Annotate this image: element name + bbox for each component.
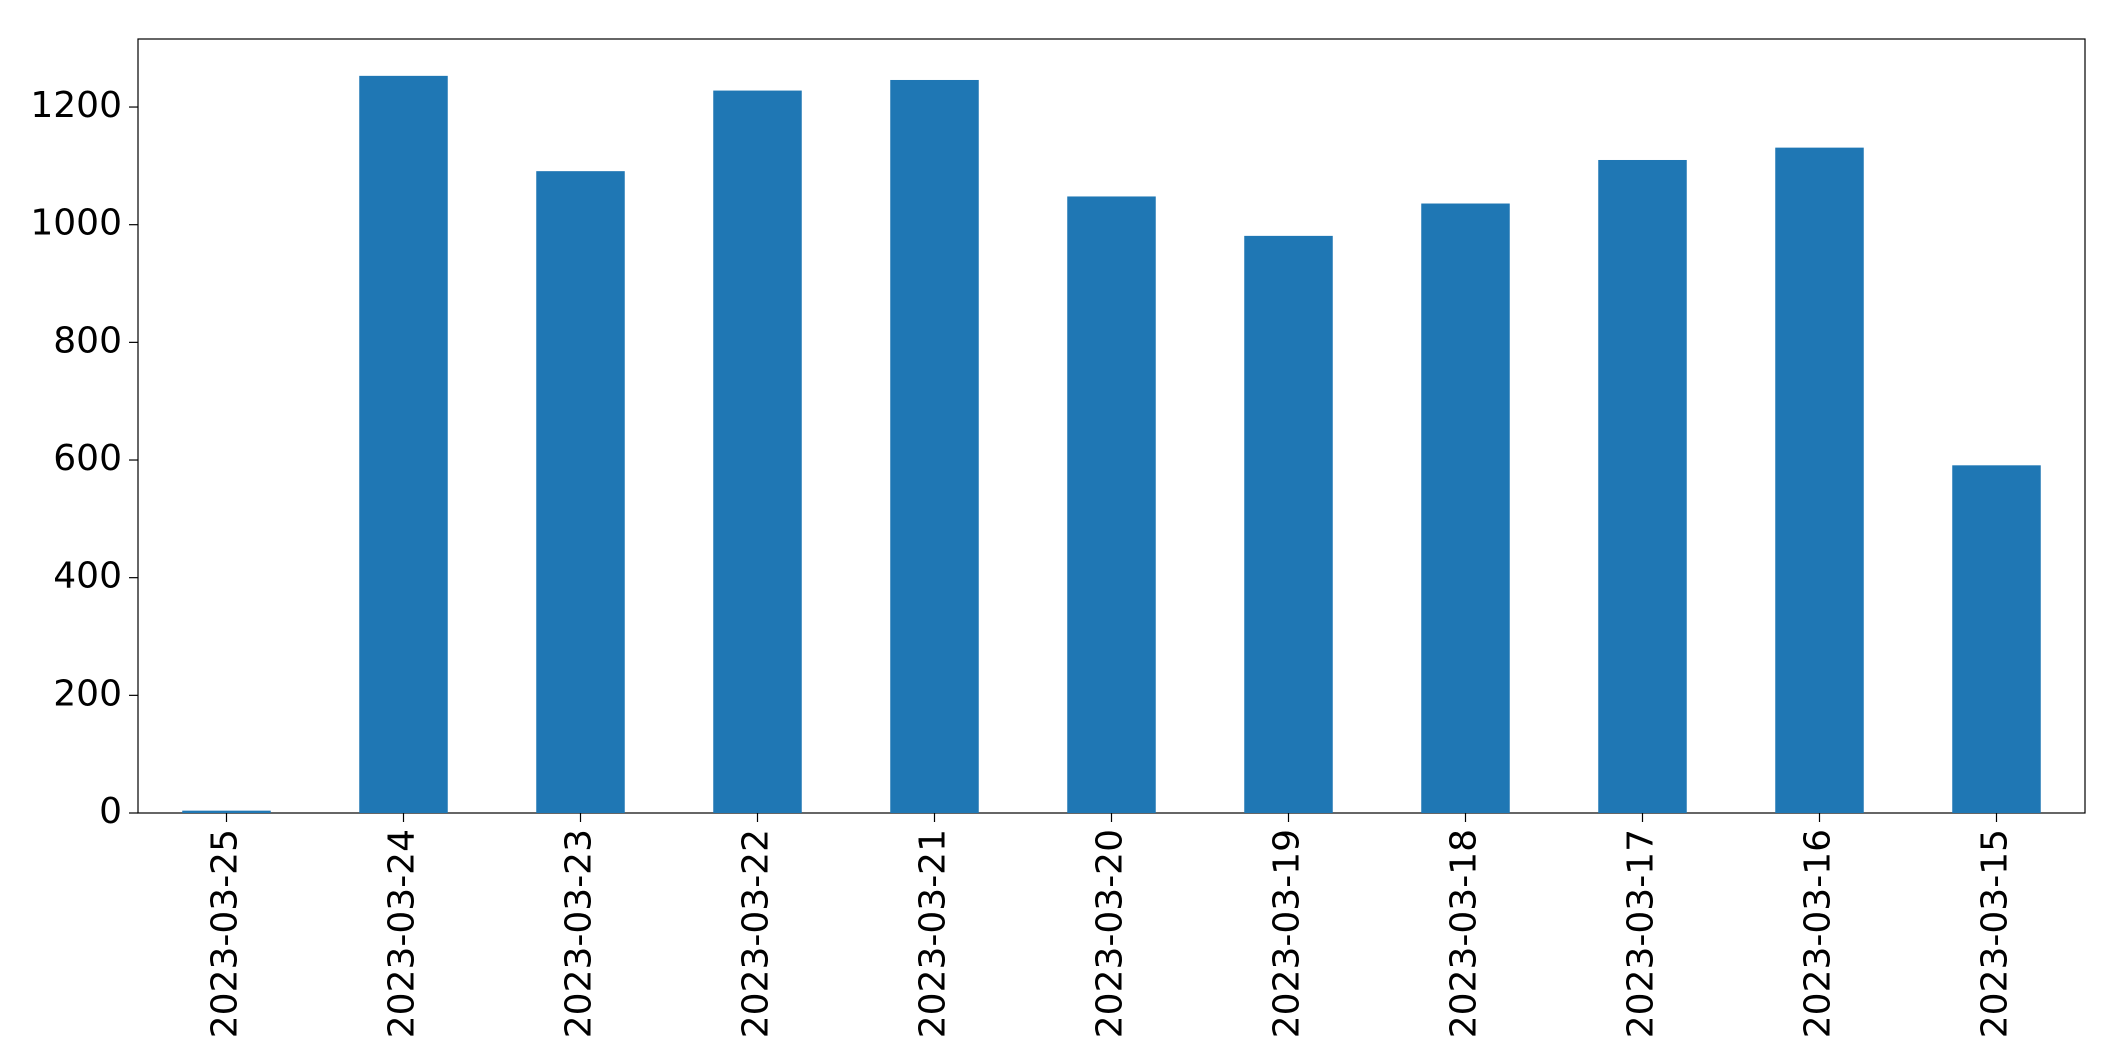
- x-tick-label: 2023-03-15: [1975, 829, 2016, 1038]
- y-tick-label: 1000: [30, 203, 122, 244]
- bar: [182, 810, 271, 813]
- y-tick-label: 200: [53, 673, 122, 714]
- x-tick-label: 2023-03-25: [205, 829, 246, 1038]
- y-tick-label: 1200: [30, 85, 122, 126]
- x-tick-label: 2023-03-18: [1444, 829, 1485, 1038]
- bar: [1244, 235, 1333, 814]
- x-tick-label: 2023-03-24: [382, 829, 423, 1038]
- bar: [1067, 196, 1156, 814]
- bar: [1775, 147, 1864, 814]
- bar: [1421, 203, 1510, 814]
- bar: [1952, 465, 2041, 813]
- x-tick-label: 2023-03-20: [1090, 829, 1131, 1038]
- y-tick-label: 400: [53, 556, 122, 597]
- x-tick-label: 2023-03-23: [559, 829, 600, 1038]
- x-tick-label: 2023-03-17: [1621, 829, 1662, 1038]
- x-tick-label: 2023-03-22: [736, 829, 777, 1038]
- bar: [890, 79, 979, 813]
- y-tick-label: 600: [53, 438, 122, 479]
- bar: [1598, 159, 1687, 813]
- y-tick-label: 800: [53, 320, 122, 361]
- bar: [359, 75, 448, 814]
- x-tick-label: 2023-03-19: [1267, 829, 1308, 1038]
- bar: [536, 171, 625, 814]
- bar: [713, 90, 802, 814]
- x-tick-label: 2023-03-16: [1798, 829, 1839, 1038]
- x-tick-label: 2023-03-21: [913, 829, 954, 1038]
- y-tick-label: 0: [99, 791, 122, 832]
